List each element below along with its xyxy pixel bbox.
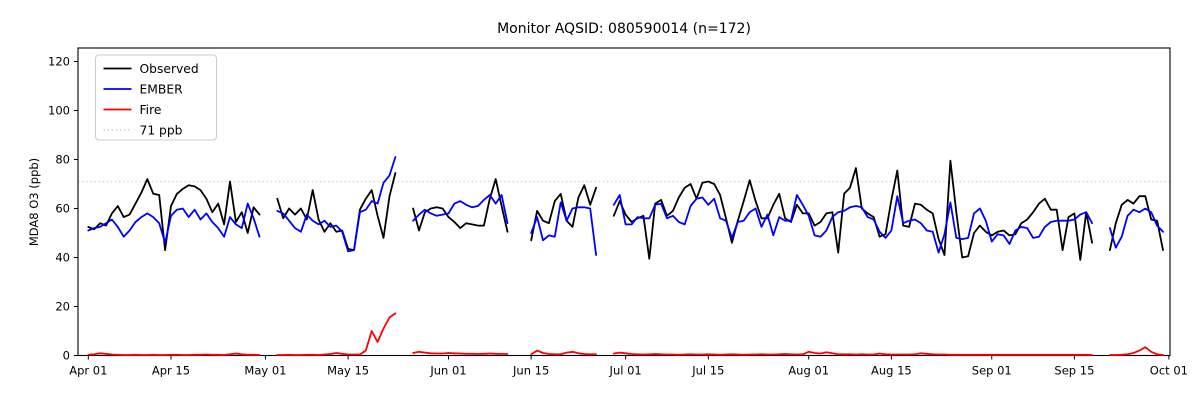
x-tick-label: Jun 01 (429, 364, 466, 378)
x-tick-label: May 01 (244, 364, 286, 378)
x-tick-label: Apr 01 (69, 364, 107, 378)
axes: 0 20 40 60 80 100 120 Apr 01 Apr 15 May 01 May 15 J… (48, 47, 1188, 378)
legend-entry-label: Observed (140, 62, 199, 76)
x-tick-label: Jul 01 (609, 364, 642, 378)
x-tick-label: Jun 15 (512, 364, 549, 378)
y-axis-label: MDA8 O3 (ppb) (27, 158, 41, 246)
legend-box (95, 54, 217, 141)
x-tick-label: Aug 01 (788, 364, 829, 378)
y-tick-label: 60 (55, 201, 70, 215)
legend-entry-label: 71 ppb (140, 124, 183, 138)
chart-title: Monitor AQSID: 080590014 (n=172) (497, 21, 751, 37)
legend-entry-label: EMBER (140, 83, 184, 97)
series-line-fire (87, 312, 1164, 356)
x-tick-label: Jul 15 (691, 364, 724, 378)
legend: Observed EMBER Fire 71 ppb (95, 54, 217, 141)
series-lines (87, 156, 1164, 356)
legend-entry-label: Fire (140, 103, 162, 117)
y-tick-label: 120 (48, 54, 70, 68)
x-tick-label: Aug 15 (871, 364, 912, 378)
y-tick-label: 40 (55, 250, 70, 264)
y-tick-label: 0 (63, 349, 70, 363)
x-tick-label: Apr 15 (152, 364, 190, 378)
series-line-observed (87, 159, 1164, 261)
x-tick-label: Sep 15 (1054, 364, 1094, 378)
y-tick-label: 20 (55, 299, 70, 313)
plot-border (77, 47, 1171, 357)
x-tick-label: Sep 01 (972, 364, 1012, 378)
x-tick-label: May 15 (327, 364, 369, 378)
x-tick-label: Oct 01 (1150, 364, 1188, 378)
y-tick-label: 80 (55, 152, 70, 166)
y-tick-label: 100 (48, 103, 70, 117)
series-line-ember (87, 156, 1164, 256)
